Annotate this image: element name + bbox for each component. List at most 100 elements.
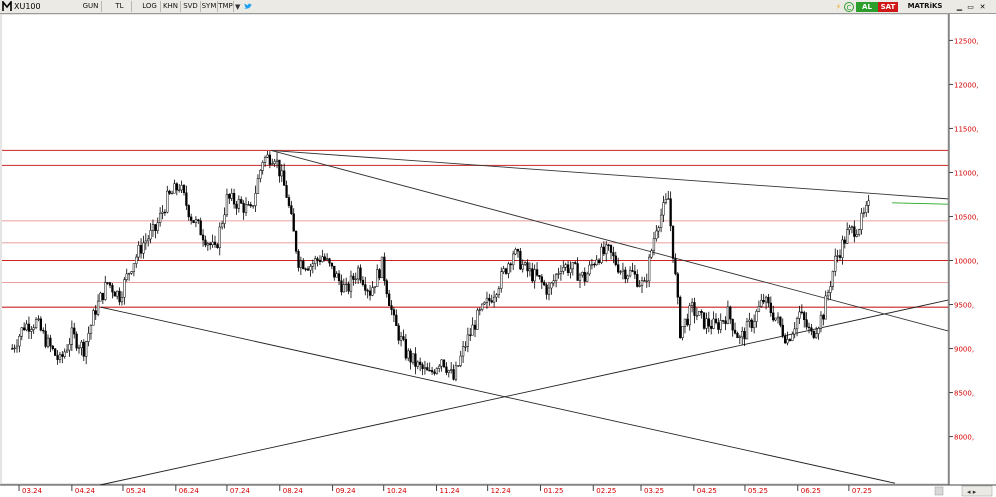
candle-body — [15, 345, 19, 349]
zoom-controls[interactable] — [961, 485, 993, 497]
candle-body — [784, 335, 787, 344]
candle-body — [459, 355, 462, 366]
buy-button[interactable]: AL — [856, 2, 878, 12]
candle-body — [714, 318, 718, 323]
candle-body — [454, 365, 458, 380]
candle-body — [609, 244, 613, 253]
candle-body — [318, 259, 322, 262]
candle-body — [657, 227, 660, 232]
candle-body — [70, 327, 74, 345]
plot-frame — [0, 14, 949, 485]
candle-body — [650, 250, 653, 258]
symbol-field[interactable]: XU100 — [14, 2, 41, 11]
candle-body — [156, 222, 159, 231]
candle-body — [244, 204, 248, 213]
candle-body — [266, 154, 269, 158]
candle-body — [810, 327, 813, 332]
candle-body — [476, 309, 479, 330]
candle-body — [68, 344, 71, 351]
x-tick-label: 01.25 — [543, 487, 563, 495]
twitter-bird-icon[interactable] — [244, 3, 252, 10]
candle-body — [504, 268, 508, 274]
candle-body — [800, 311, 804, 313]
candle-body — [416, 361, 419, 367]
candle-body — [428, 369, 431, 372]
tmp-button[interactable]: TMP — [218, 1, 234, 12]
candle-body — [206, 243, 209, 246]
refresh-icon[interactable]: C — [844, 2, 854, 12]
candle-body — [819, 314, 823, 329]
candle-body — [433, 371, 436, 374]
candle-body — [39, 318, 43, 331]
candle-body — [142, 242, 145, 254]
candle-body — [328, 258, 331, 264]
candle-body — [228, 194, 231, 199]
candle-body — [528, 268, 532, 272]
candle-body — [402, 336, 405, 340]
x-axis: 03.24 04.24 05.24 06.24 07.24 08.24 09.24 10.24… — [18, 485, 872, 495]
candle-body — [359, 267, 362, 281]
candle-body — [280, 170, 283, 177]
y-tick-label: 12000, — [954, 81, 979, 89]
candle-body — [347, 283, 350, 292]
candle-body — [116, 290, 119, 297]
candle-body — [659, 214, 663, 228]
candle-body — [755, 311, 758, 322]
candle-body — [163, 211, 167, 214]
candle-body — [342, 284, 345, 293]
restore-icon[interactable]: ▭ — [967, 3, 974, 11]
candle-body — [674, 258, 677, 275]
candle-body — [46, 337, 50, 347]
svd-button[interactable]: SVD — [181, 1, 201, 12]
candle-body — [149, 230, 152, 240]
candle-body — [387, 293, 391, 306]
candle-body — [430, 370, 434, 373]
candle-body — [807, 326, 811, 329]
candle-body — [838, 255, 842, 258]
y-tick-label: 10000, — [954, 258, 979, 266]
candle-body — [497, 288, 501, 296]
candle-body — [166, 190, 169, 213]
sell-button[interactable]: SAT — [878, 2, 898, 12]
candle-body — [452, 369, 455, 380]
candle-body — [540, 276, 543, 283]
trend-line — [891, 202, 949, 205]
candle-body — [263, 157, 267, 163]
dropdown-arrow-icon[interactable]: ▼ — [235, 3, 241, 11]
scroll-thumb[interactable] — [934, 486, 944, 496]
zoom-icon[interactable]: ◂ ▸ — [967, 488, 977, 496]
candle-body — [178, 189, 181, 191]
candle-body — [795, 318, 799, 330]
lightning-icon[interactable]: ⚡ — [836, 3, 841, 11]
candle-body — [667, 198, 670, 200]
khn-button[interactable]: KHN — [161, 1, 181, 12]
x-tick-label: 10.24 — [387, 487, 408, 495]
sym-button[interactable]: SYM — [201, 1, 218, 12]
close-icon[interactable]: ✕ — [979, 3, 986, 11]
candle-body — [846, 229, 849, 244]
minimize-icon[interactable]: ▁ — [956, 3, 963, 11]
candle-body — [781, 324, 784, 337]
log-button[interactable]: LOG — [139, 1, 161, 12]
candle-body — [690, 302, 694, 306]
x-tick-label: 08.24 — [283, 487, 304, 495]
candle-body — [419, 361, 422, 365]
matriks-button[interactable]: MATRiKS — [907, 2, 943, 10]
period-button[interactable]: GUN — [80, 1, 102, 12]
candle-body — [559, 271, 563, 274]
candle-body — [285, 185, 288, 198]
candle-body — [240, 199, 243, 204]
candle-body — [483, 302, 486, 305]
candle-body — [383, 256, 386, 281]
candle-body — [407, 350, 410, 359]
candle-body — [426, 367, 429, 371]
currency-button[interactable]: TL — [108, 1, 132, 12]
y-tick-label: 10500, — [954, 213, 979, 221]
candle-body — [314, 258, 317, 265]
candle-body — [628, 270, 632, 277]
candle-body — [450, 369, 453, 371]
price-chart: 12500, 12000, 11500, 11000, 10500, 10000, 9500… — [0, 14, 996, 497]
candle-body — [366, 290, 369, 292]
candle-body — [20, 327, 23, 337]
horizontal-scrollbar[interactable]: ◂ ▸ — [934, 485, 993, 497]
